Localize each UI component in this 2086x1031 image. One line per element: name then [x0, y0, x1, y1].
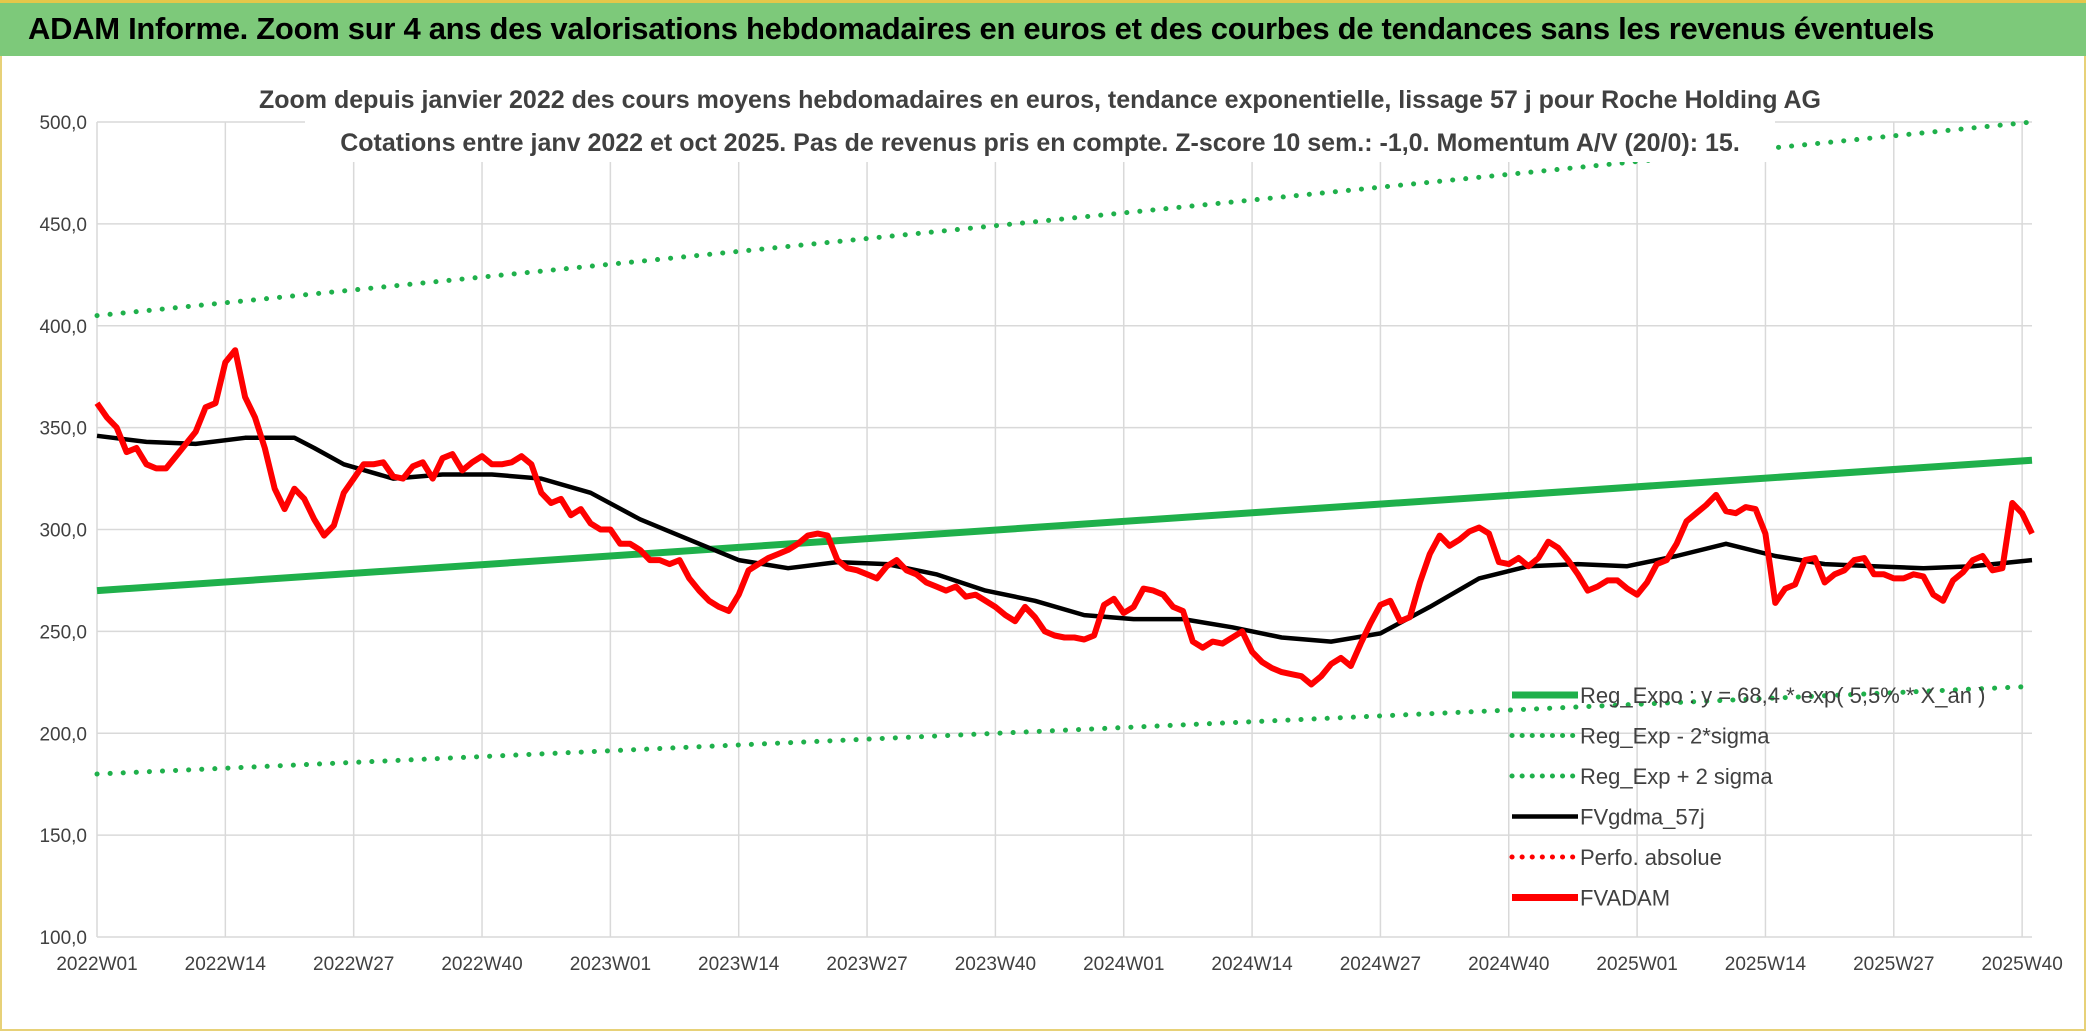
report-title: ADAM Informe. Zoom sur 4 ans des valoris…	[28, 11, 1935, 46]
x-tick-label: 2022W01	[56, 954, 137, 975]
y-tick-label: 450,0	[39, 215, 87, 236]
x-tick-label: 2022W40	[441, 954, 522, 975]
report-banner: ADAM Informe. Zoom sur 4 ans des valoris…	[0, 0, 2086, 56]
legend-label: FVgdma_57j	[1580, 805, 1705, 830]
y-tick-label: 400,0	[39, 317, 87, 338]
x-tick-label: 2023W40	[955, 954, 1036, 975]
x-tick-label: 2023W27	[826, 954, 907, 975]
reg-expo-line	[96, 456, 2033, 595]
x-tick-label: 2025W14	[1725, 954, 1807, 975]
legend-label: Perfo. absolue	[1580, 845, 1722, 870]
legend-label: FVADAM	[1580, 886, 1670, 911]
y-tick-label: 350,0	[39, 419, 87, 440]
y-tick-label: 150,0	[39, 826, 87, 847]
x-tick-label: 2022W14	[185, 954, 267, 975]
y-tick-label: 250,0	[39, 622, 87, 643]
y-tick-label: 200,0	[39, 724, 87, 745]
series-layer	[94, 119, 2035, 777]
x-tick-label: 2024W40	[1468, 954, 1549, 975]
legend-label: Reg_Exp + 2 sigma	[1580, 764, 1773, 789]
x-tick-label: 2025W01	[1596, 954, 1677, 975]
x-tick-label: 2022W27	[313, 954, 394, 975]
title-background	[305, 80, 1775, 162]
x-tick-label: 2023W01	[570, 954, 651, 975]
y-tick-label: 300,0	[39, 521, 87, 542]
axis-layer: 100,0 150,0 200,0 250,0 300,0 350,0 400,0 450,0…	[39, 113, 2062, 975]
legend-label: Reg_Exp - 2*sigma	[1580, 724, 1770, 749]
reg-exp-minus-2sigma-line	[94, 683, 2035, 777]
chart-subtitle: Cotations entre janv 2022 et oct 2025. P…	[340, 129, 1740, 157]
fvgdma-57j-line	[96, 433, 2033, 644]
x-tick-label: 2025W27	[1853, 954, 1934, 975]
legend-label: Reg_Expo : y = 68,4 * exp( 5,5% * X_an )	[1580, 683, 1985, 708]
grid-layer	[96, 121, 2032, 938]
chart-frame	[0, 56, 2086, 1031]
x-tick-label: 2024W27	[1340, 954, 1421, 975]
x-tick-label: 2023W14	[698, 954, 780, 975]
x-tick-label: 2024W14	[1211, 954, 1293, 975]
fvadam-line	[94, 347, 2035, 688]
chart-title: Zoom depuis janvier 2022 des cours moyen…	[259, 86, 1821, 114]
legend: Reg_Expo : y = 68,4 * exp( 5,5% * X_an )…	[1509, 683, 1985, 911]
x-tick-label: 2025W40	[1981, 954, 2062, 975]
x-tick-label: 2024W01	[1083, 954, 1164, 975]
y-tick-label: 100,0	[39, 928, 87, 949]
y-tick-label: 500,0	[39, 113, 87, 134]
